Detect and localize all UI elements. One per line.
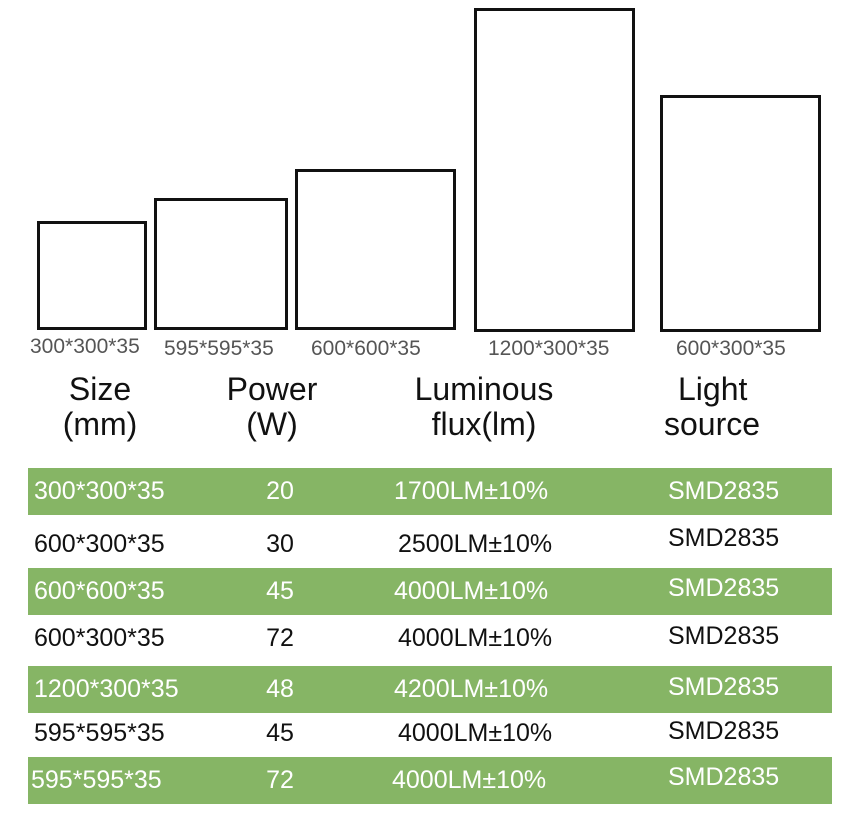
panel-600x600 <box>295 169 456 330</box>
header-flux: Luminous flux(lm) <box>398 372 570 442</box>
cell-flux: 4200LM±10% <box>394 675 549 703</box>
cell-source: SMD2835 <box>668 673 780 701</box>
cell-power: 72 <box>266 766 294 794</box>
cell-size: 595*595*35 <box>34 719 165 747</box>
cell-power: 45 <box>266 577 294 605</box>
cell-flux: 2500LM±10% <box>398 530 553 558</box>
cell-source: SMD2835 <box>668 524 780 552</box>
table-row: 600*300*35 30 2500LM±10% SMD2835 <box>28 521 832 568</box>
panel-600x300 <box>660 95 821 332</box>
cell-source: SMD2835 <box>668 574 780 602</box>
cell-power: 30 <box>266 530 294 558</box>
cell-source: SMD2835 <box>668 763 780 791</box>
cell-source: SMD2835 <box>668 477 780 505</box>
header-source-line2: source <box>664 406 761 442</box>
cell-size: 300*300*35 <box>34 477 165 505</box>
cell-source: SMD2835 <box>668 622 780 650</box>
cell-flux: 4000LM±10% <box>394 577 549 605</box>
panel-1200x300 <box>474 8 635 332</box>
cell-size: 595*595*35 <box>31 766 162 794</box>
panel-595x595 <box>154 198 288 330</box>
cell-power: 20 <box>266 477 294 505</box>
panel-label: 600*300*35 <box>676 337 786 360</box>
cell-flux: 4000LM±10% <box>392 766 547 794</box>
table-row: 600*300*35 72 4000LM±10% SMD2835 <box>28 615 832 662</box>
table-row: 1200*300*35 48 4200LM±10% SMD2835 <box>28 666 832 713</box>
header-source: Light source <box>664 372 784 442</box>
cell-size: 1200*300*35 <box>34 675 179 703</box>
panel-label: 1200*300*35 <box>488 337 610 360</box>
cell-size: 600*600*35 <box>34 577 165 605</box>
cell-flux: 4000LM±10% <box>398 719 553 747</box>
cell-power: 45 <box>266 719 294 747</box>
table-row: 595*595*35 72 4000LM±10% SMD2835 <box>28 757 832 804</box>
header-power: Power (W) <box>212 372 332 442</box>
panel-label: 600*600*35 <box>311 337 421 360</box>
table-row: 600*600*35 45 4000LM±10% SMD2835 <box>28 568 832 615</box>
cell-flux: 4000LM±10% <box>398 624 553 652</box>
panel-300x300 <box>37 221 147 330</box>
header-power-line2: (W) <box>246 406 298 442</box>
header-flux-line2: flux(lm) <box>431 406 537 442</box>
header-size: Size (mm) <box>48 372 152 442</box>
header-power-line1: Power <box>226 371 318 407</box>
cell-flux: 1700LM±10% <box>394 477 549 505</box>
header-size-line2: (mm) <box>62 406 138 442</box>
cell-size: 600*300*35 <box>34 624 165 652</box>
cell-power: 48 <box>266 675 294 703</box>
cell-source: SMD2835 <box>668 717 780 745</box>
cell-power: 72 <box>266 624 294 652</box>
panel-label: 595*595*35 <box>164 337 274 360</box>
header-size-line1: Size <box>68 371 132 407</box>
table-row: 595*595*35 45 4000LM±10% SMD2835 <box>28 710 832 757</box>
header-source-line1: Light <box>678 371 748 407</box>
header-flux-line1: Luminous <box>414 371 554 407</box>
table-row: 300*300*35 20 1700LM±10% SMD2835 <box>28 468 832 515</box>
panel-label: 300*300*35 <box>30 335 140 358</box>
cell-size: 600*300*35 <box>34 530 165 558</box>
